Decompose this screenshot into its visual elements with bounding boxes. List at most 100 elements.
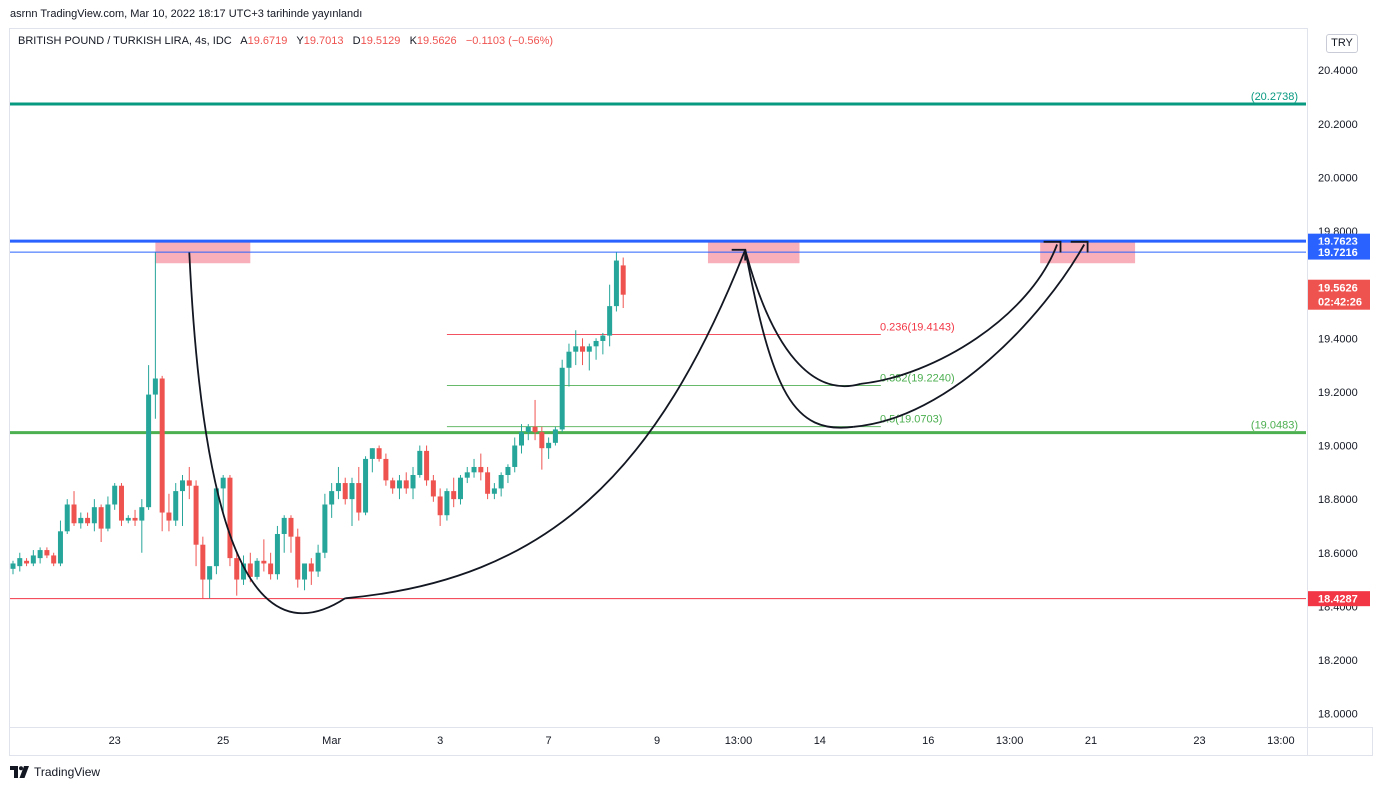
candle-body bbox=[525, 426, 531, 433]
candle-body bbox=[532, 426, 538, 433]
candle-body bbox=[268, 563, 274, 575]
level-label-19-0483: (19.0483) bbox=[1251, 420, 1298, 432]
open-value: 19.6719 bbox=[247, 35, 288, 47]
price-tick-label: 20.4000 bbox=[1318, 65, 1358, 77]
cup-curve bbox=[345, 249, 747, 600]
candle-body bbox=[234, 558, 240, 580]
candle-body bbox=[607, 306, 613, 336]
currency-button[interactable]: TRY bbox=[1326, 34, 1358, 53]
candle-body bbox=[620, 265, 626, 295]
candle-body bbox=[261, 560, 267, 564]
high-label: Y bbox=[296, 35, 304, 47]
candle-body bbox=[485, 472, 491, 494]
candle-body bbox=[478, 466, 484, 473]
candle-body bbox=[85, 517, 91, 524]
price-tick-label: 19.0000 bbox=[1318, 441, 1358, 453]
logo-text: TradingView bbox=[34, 765, 101, 779]
level-label-20-2738: (20.2738) bbox=[1251, 91, 1298, 103]
candle-body bbox=[573, 346, 579, 352]
candle-body bbox=[274, 533, 280, 575]
candle-body bbox=[51, 555, 57, 564]
cup-curve bbox=[853, 244, 1085, 428]
candle-body bbox=[247, 563, 253, 577]
price-tag-18-4287 bbox=[1308, 591, 1370, 607]
candle-body bbox=[349, 483, 355, 500]
candle-body bbox=[308, 563, 314, 572]
candle-body bbox=[593, 340, 599, 347]
candle-body bbox=[146, 394, 152, 508]
candle-body bbox=[539, 432, 545, 449]
last-price-tag-text: 19.5626 bbox=[1318, 283, 1358, 295]
price-tick-label: 18.6000 bbox=[1318, 548, 1358, 560]
symbol-name: BRITISH POUND / TURKISH LIRA, 4s, IDC bbox=[18, 35, 232, 47]
price-tag-18-4287-text: 18.4287 bbox=[1318, 594, 1358, 606]
candle-body bbox=[295, 536, 301, 580]
candle-body bbox=[78, 517, 84, 524]
time-axis: 23 25 Mar 3 7 9 13:00 14 16 13:00 21 23 13:00 bbox=[109, 735, 1295, 747]
time-tick-label: 13:00 bbox=[1267, 735, 1295, 747]
arrow-head bbox=[1043, 240, 1062, 253]
change-value: −0.1103 (−0.56%) bbox=[465, 35, 554, 47]
candle-body bbox=[363, 458, 369, 513]
candle-body bbox=[322, 504, 328, 553]
cup-curve bbox=[744, 249, 861, 388]
candle-body bbox=[159, 378, 165, 513]
candle-body bbox=[566, 351, 572, 368]
candle-body bbox=[430, 480, 436, 497]
candle-body bbox=[10, 563, 16, 569]
high-value: 19.7013 bbox=[303, 35, 344, 47]
candle-body bbox=[586, 346, 592, 352]
price-tick-label: 18.8000 bbox=[1318, 494, 1358, 506]
candle-body bbox=[17, 558, 23, 567]
price-tick-label: 18.0000 bbox=[1318, 709, 1358, 721]
candle-body bbox=[498, 475, 504, 489]
candle-body bbox=[613, 260, 619, 307]
candle-body bbox=[451, 491, 457, 500]
candle-body bbox=[580, 346, 586, 352]
candle-body bbox=[166, 512, 172, 521]
price-tick-label: 20.0000 bbox=[1318, 172, 1358, 184]
candle-body bbox=[424, 450, 430, 481]
price-axis-background bbox=[1308, 28, 1373, 728]
symbol-info: BRITISH POUND / TURKISH LIRA, 4s, IDC A1… bbox=[18, 35, 553, 47]
candle-body bbox=[559, 367, 565, 430]
cup-drawings[interactable] bbox=[188, 240, 1089, 615]
tradingview-logo[interactable]: TradingView bbox=[10, 765, 100, 779]
candle-body bbox=[98, 507, 104, 529]
last-price-tag-countdown: 02:42:26 bbox=[1318, 297, 1362, 309]
candle-body bbox=[37, 550, 43, 559]
candle-body bbox=[464, 472, 470, 478]
publish-info: asrnn TradingView.com, Mar 10, 2022 18:1… bbox=[10, 8, 363, 20]
candle-body bbox=[444, 491, 450, 516]
candle-body bbox=[30, 555, 36, 564]
candle-body bbox=[207, 566, 213, 580]
candle-body bbox=[600, 335, 606, 341]
low-label: D bbox=[352, 35, 361, 47]
candle-body bbox=[390, 480, 396, 489]
candle-body bbox=[410, 475, 416, 489]
close-value: 19.5626 bbox=[416, 35, 457, 47]
candle-body bbox=[24, 560, 30, 564]
candlestick-series bbox=[10, 252, 626, 599]
close-label: K bbox=[409, 35, 417, 47]
candle-body bbox=[471, 466, 477, 473]
candle-body bbox=[125, 517, 131, 521]
candle-body bbox=[329, 491, 335, 505]
candle-body bbox=[288, 517, 294, 537]
horizontal-levels[interactable]: (20.2738) (19.0483) bbox=[10, 91, 1306, 600]
candle-body bbox=[383, 458, 389, 481]
arrow-head bbox=[1070, 240, 1089, 253]
candle-body bbox=[302, 563, 308, 580]
cup-curve bbox=[188, 252, 346, 615]
candle-body bbox=[193, 485, 199, 545]
price-tick-label: 19.4000 bbox=[1318, 333, 1358, 345]
fibonacci-retracement[interactable]: 0.236(19.4143)0.382(19.2240)0.5(19.0703) bbox=[446, 321, 955, 428]
candle-body bbox=[417, 450, 423, 476]
time-tick-label: 16 bbox=[922, 735, 934, 747]
price-tick-label: 19.2000 bbox=[1318, 387, 1358, 399]
time-tick-label: 9 bbox=[654, 735, 660, 747]
low-value: 19.5129 bbox=[360, 35, 401, 47]
candle-body bbox=[139, 507, 145, 521]
candle-body bbox=[491, 488, 497, 494]
